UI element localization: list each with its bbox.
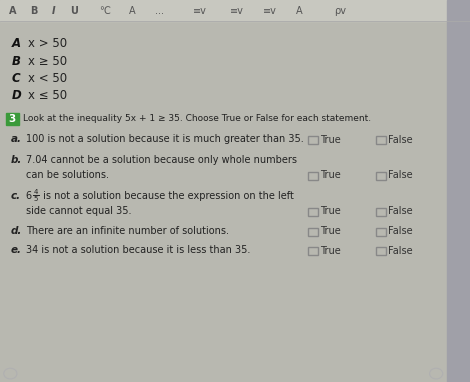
Text: A: A [296, 6, 303, 16]
Bar [308, 228, 318, 236]
Bar [0, 0, 470, 21]
Text: False: False [388, 227, 413, 236]
Text: is not a solution because the expression on the left: is not a solution because the expression… [40, 191, 294, 201]
Text: Look at the inequality 5x + 1 ≥ 35. Choose True or False for each statement.: Look at the inequality 5x + 1 ≥ 35. Choo… [23, 114, 371, 123]
Text: ℃: ℃ [99, 6, 110, 16]
Text: ...: ... [155, 6, 164, 16]
Text: True: True [320, 246, 341, 256]
Text: e.: e. [10, 245, 21, 255]
Text: ≡v: ≡v [230, 6, 244, 16]
Text: True: True [320, 206, 341, 216]
Text: x ≤ 50: x ≤ 50 [28, 89, 67, 102]
Text: ρv: ρv [334, 6, 346, 16]
Text: 6: 6 [26, 191, 32, 201]
Text: True: True [320, 135, 341, 145]
Bar [308, 136, 318, 144]
Text: True: True [320, 227, 341, 236]
Text: a.: a. [10, 134, 21, 144]
Bar [308, 208, 318, 216]
Text: False: False [388, 206, 413, 216]
Text: B: B [12, 55, 21, 68]
Text: D: D [12, 89, 22, 102]
Text: False: False [388, 135, 413, 145]
Text: There are an infinite number of solutions.: There are an infinite number of solution… [26, 226, 229, 236]
Text: ≡v: ≡v [193, 6, 207, 16]
Bar [376, 208, 386, 216]
Text: True: True [320, 170, 341, 180]
Text: x < 50: x < 50 [28, 72, 67, 85]
Bar [376, 247, 386, 255]
Text: can be solutions.: can be solutions. [26, 170, 109, 180]
Text: d.: d. [10, 226, 22, 236]
Bar [308, 172, 318, 180]
Bar [376, 228, 386, 236]
Text: 100 is not a solution because it is much greater than 35.: 100 is not a solution because it is much… [26, 134, 304, 144]
Text: ≡v: ≡v [263, 6, 277, 16]
Text: x ≥ 50: x ≥ 50 [28, 55, 67, 68]
Text: A: A [129, 6, 136, 16]
Text: C: C [12, 72, 20, 85]
Text: 5: 5 [33, 196, 38, 202]
Text: 7.04 cannot be a solution because only whole numbers: 7.04 cannot be a solution because only w… [26, 155, 297, 165]
Text: A: A [12, 37, 21, 50]
Text: False: False [388, 246, 413, 256]
Text: 3: 3 [8, 114, 16, 124]
Bar [6, 113, 19, 125]
Text: 34 is not a solution because it is less than 35.: 34 is not a solution because it is less … [26, 245, 250, 255]
Text: A: A [8, 6, 16, 16]
Text: side cannot equal 35.: side cannot equal 35. [26, 206, 131, 216]
Bar [376, 172, 386, 180]
Text: U: U [70, 6, 78, 16]
Text: b.: b. [10, 155, 22, 165]
Text: I: I [52, 6, 55, 16]
Text: B: B [31, 6, 38, 16]
Bar [376, 136, 386, 144]
Bar [446, 0, 470, 382]
Text: x > 50: x > 50 [28, 37, 67, 50]
Text: 4: 4 [33, 189, 38, 195]
Text: c.: c. [10, 191, 21, 201]
Text: False: False [388, 170, 413, 180]
Bar [308, 247, 318, 255]
